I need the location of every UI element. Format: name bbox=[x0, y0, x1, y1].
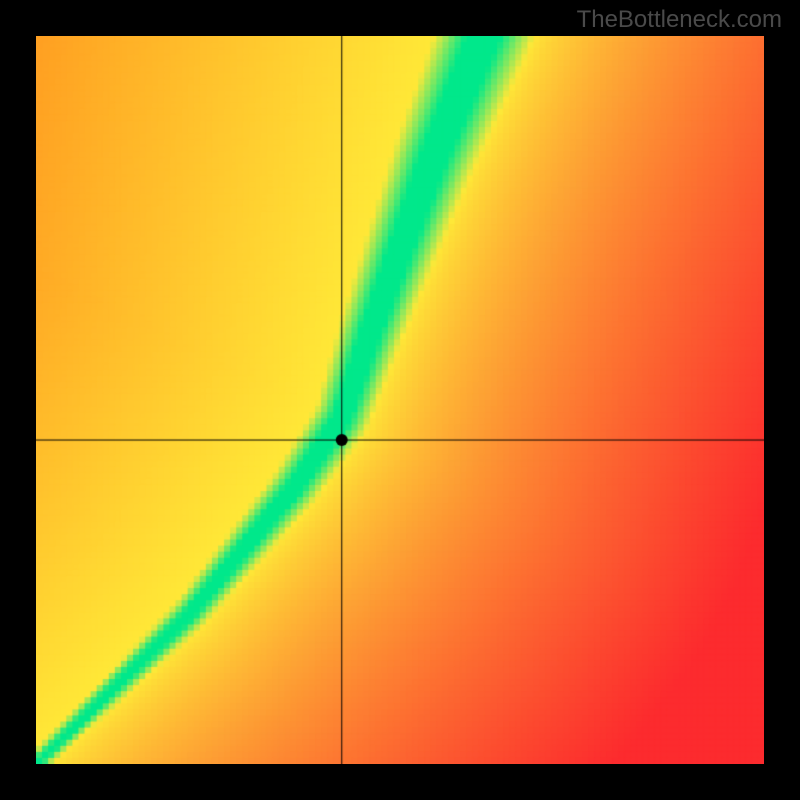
chart-container: TheBottleneck.com bbox=[0, 0, 800, 800]
bottleneck-heatmap bbox=[36, 36, 764, 764]
watermark-text: TheBottleneck.com bbox=[577, 6, 782, 34]
